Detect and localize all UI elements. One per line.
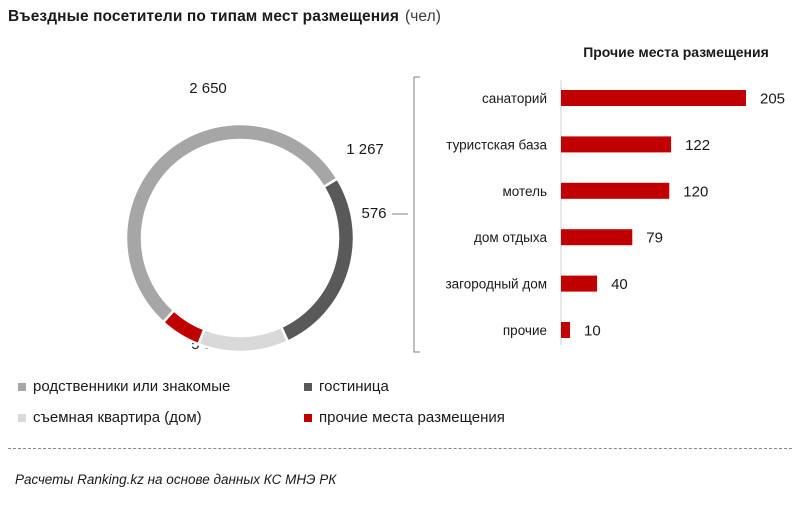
legend-swatch — [18, 382, 26, 391]
legend-swatch — [304, 413, 312, 422]
bar-value-label: 40 — [611, 276, 628, 293]
bar — [561, 182, 670, 199]
legend-swatch — [304, 382, 312, 391]
chart-title-text: Въездные посетители по типам мест размещ… — [8, 8, 399, 25]
legend-item-relatives: родственники или знакомые — [18, 378, 230, 395]
bar-category-label: мотель — [503, 184, 548, 199]
bar-category-label: прочие — [503, 323, 547, 338]
slice-other — [161, 308, 206, 346]
slice-rented — [196, 325, 290, 354]
bar-category-label: туристская база — [446, 137, 547, 152]
slice-value-label: 2 650 — [189, 80, 227, 97]
slice-value-label: 576 — [361, 205, 386, 222]
bar-category-label: загородный дом — [445, 277, 547, 292]
bracket — [413, 76, 420, 353]
unit-label: (чел) — [404, 8, 442, 25]
legend-swatch — [18, 413, 26, 422]
legend-item-rented: съемная квартира (дом) — [18, 409, 202, 426]
legend-item-other: прочие места размещения — [304, 409, 505, 426]
slice-relatives — [124, 122, 340, 325]
bar-value-label: 10 — [584, 323, 601, 340]
bar-category-label: санаторий — [482, 91, 547, 106]
legend-label: гостиница — [319, 378, 389, 395]
bar — [561, 90, 746, 106]
bar — [561, 275, 598, 292]
divider — [8, 448, 792, 449]
bar-category-label: дом отдыха — [474, 230, 548, 245]
legend-label: родственники или знакомые — [33, 378, 231, 395]
bar-chart: Прочие места размещения санаторий 205 турис… — [445, 44, 785, 345]
bar-value-label: 79 — [646, 230, 663, 247]
legend-label: прочие места размещения — [319, 409, 505, 426]
slice-value-label: 1 267 — [346, 141, 384, 158]
bar-chart-title: Прочие места размещения — [583, 44, 769, 60]
bar-value-label: 120 — [683, 183, 708, 200]
bar — [561, 322, 571, 338]
source-note: Расчеты Ranking.kz на основе данных КС М… — [15, 472, 337, 487]
bar — [561, 229, 633, 246]
slice-hotel — [279, 176, 356, 344]
bar — [561, 136, 672, 153]
chart-title: Въездные посетители по типам мест размещ… — [8, 8, 441, 26]
legend-item-hotel: гостиница — [304, 378, 389, 395]
bar-value-label: 205 — [760, 91, 785, 108]
bar-value-label: 122 — [685, 137, 710, 154]
legend-label: съемная квартира (дом) — [33, 409, 202, 426]
